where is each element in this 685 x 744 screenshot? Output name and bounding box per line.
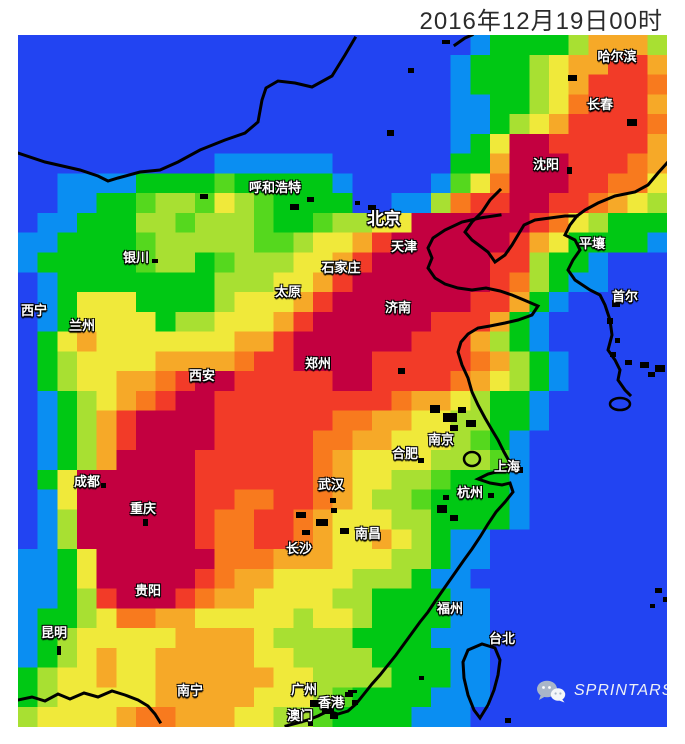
city-label: 昆明 [40, 624, 68, 640]
city-label: 广州 [290, 681, 318, 697]
city-label: 武汉 [317, 476, 345, 492]
city-label: 南昌 [354, 525, 382, 541]
city-label: 太原 [274, 283, 302, 299]
city-label: 郑州 [304, 355, 332, 371]
city-label: 香港 [317, 694, 345, 710]
city-label: 南宁 [176, 682, 204, 698]
city-label: 西安 [188, 367, 216, 383]
coastlines-and-borders [18, 35, 667, 727]
city-label: 西宁 [20, 302, 48, 318]
city-label: 南京 [427, 431, 455, 447]
city-label: 贵阳 [134, 582, 162, 598]
city-label: 上海 [493, 458, 521, 474]
city-label: 首尔 [611, 288, 639, 304]
heatmap-cells [18, 35, 667, 727]
city-label: 石家庄 [321, 259, 361, 275]
aerosol-forecast-map: 哈尔滨长春沈阳呼和浩特北京天津 平壤银川石家庄太原济南 首尔西宁兰州郑州西安南京 合肥… [18, 35, 667, 727]
city-label: 兰州 [68, 317, 96, 333]
city-label: 合肥 [391, 445, 419, 461]
city-label: 台北 [488, 630, 516, 646]
city-label: 济南 [384, 299, 412, 315]
city-label: 北京 [367, 209, 401, 229]
city-label: 澳门 [286, 707, 314, 723]
heatmap-canvas [18, 35, 667, 727]
city-labels-layer: 哈尔滨长春沈阳呼和浩特北京天津 平壤银川石家庄太原济南 首尔西宁兰州郑州西安南京 合肥… [18, 35, 667, 727]
city-label: 重庆 [129, 500, 157, 516]
city-label: 哈尔滨 [597, 48, 637, 64]
city-label: 福州 [436, 600, 464, 616]
lake-and-city-marks [57, 40, 667, 726]
city-label: 长沙 [285, 540, 313, 556]
city-label: 成都 [73, 473, 101, 489]
city-label: 银川 [122, 249, 150, 265]
city-label: 平壤 [578, 235, 606, 251]
sprintars-label: SPRINTARS [574, 682, 667, 699]
wechat-bubbles-icon [537, 680, 566, 703]
city-label: 呼和浩特 [248, 179, 302, 195]
page-title: 2016年12月19日00时 [419, 8, 663, 35]
city-label: 天津 [390, 238, 418, 254]
city-label: 沈阳 [532, 156, 560, 172]
city-label: 杭州 [456, 484, 484, 500]
city-label: 长春 [586, 96, 614, 112]
sprintars-branding: SPRINTARS [536, 679, 667, 703]
